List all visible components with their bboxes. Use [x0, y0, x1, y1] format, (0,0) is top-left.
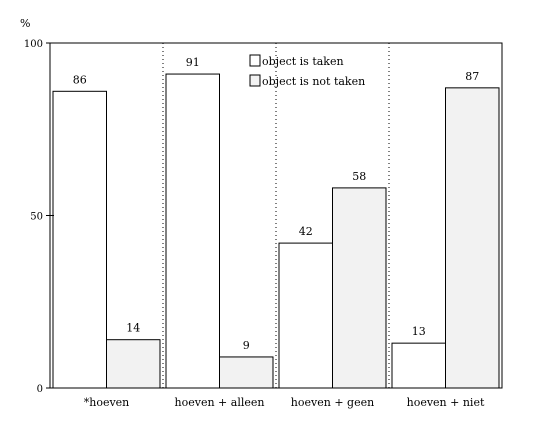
- value-label-taken-1: 91: [186, 56, 200, 69]
- bar-not-taken-3: [445, 87, 500, 389]
- x-tick-label-1: hoeven + alleen: [175, 396, 265, 409]
- y-tick-label-0: 0: [37, 384, 43, 395]
- x-axis: *hoeven hoeven + alleen hoeven + geen hoeve…: [84, 396, 485, 409]
- bar-not-taken-1: [219, 356, 274, 389]
- y-axis-label: %: [20, 17, 30, 30]
- legend-swatch-not-taken: [249, 74, 261, 87]
- value-label-taken-3: 13: [412, 325, 426, 338]
- value-labels: 86 14 91 9 42 58 13 87: [73, 56, 480, 352]
- bar-taken-1: [165, 73, 220, 389]
- legend-label-taken: object is taken: [262, 55, 344, 68]
- y-tick-label-1: 50: [30, 212, 43, 223]
- bar-taken-2: [278, 242, 333, 389]
- bar-not-taken-0: [106, 339, 161, 389]
- value-label-not-taken-1: 9: [243, 339, 250, 352]
- x-tick-label-0: *hoeven: [84, 396, 130, 409]
- bar-not-taken-2: [332, 187, 387, 389]
- bar-taken-3: [391, 342, 446, 389]
- legend: object is taken object is not taken: [249, 54, 365, 88]
- y-tick-label-2: 100: [24, 39, 43, 50]
- y-axis: 0 50 100: [24, 39, 54, 395]
- value-label-not-taken-3: 87: [465, 70, 479, 83]
- bar-taken-0: [52, 90, 107, 389]
- legend-label-not-taken: object is not taken: [262, 75, 365, 88]
- value-label-not-taken-2: 58: [352, 170, 366, 183]
- value-label-not-taken-0: 14: [126, 322, 140, 335]
- value-label-taken-2: 42: [299, 225, 313, 238]
- value-label-taken-0: 86: [73, 73, 87, 86]
- legend-swatch-taken: [249, 54, 261, 67]
- category-dividers: [162, 43, 390, 388]
- bars-layer: [52, 73, 500, 389]
- x-tick-label-3: hoeven + niet: [407, 396, 485, 409]
- x-tick-label-2: hoeven + geen: [291, 396, 374, 409]
